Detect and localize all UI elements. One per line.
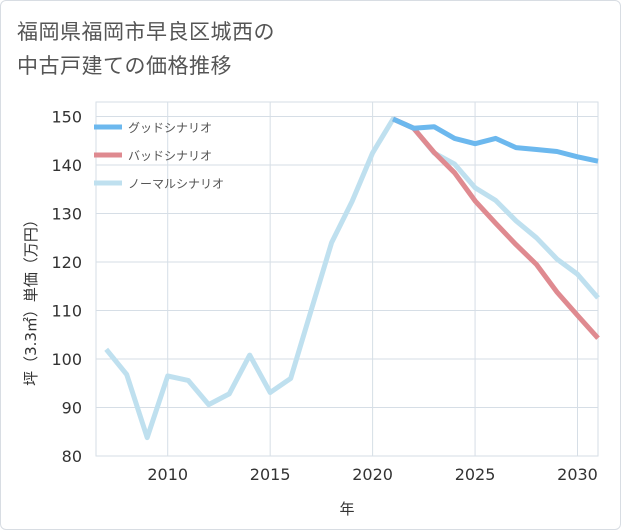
x-tick-label-2010: 2010: [147, 465, 188, 484]
legend-label-2: ノーマルシナリオ: [128, 177, 224, 191]
x-tick-label-2025: 2025: [455, 465, 496, 484]
legend-label-0: グッドシナリオ: [128, 121, 212, 135]
x-tick-label-2015: 2015: [250, 465, 291, 484]
x-tick-label-2020: 2020: [352, 465, 393, 484]
chart-title-line-1: 福岡県福岡市早良区城西の: [17, 20, 275, 44]
y-tick-label-100: 100: [51, 350, 82, 369]
series-line-1: [392, 116, 600, 340]
chart-title: 福岡県福岡市早良区城西の 中古戸建ての価格推移: [17, 15, 275, 83]
legend-label-1: バッドシナリオ: [128, 149, 212, 163]
y-tick-label-120: 120: [51, 253, 82, 272]
y-tick-label-110: 110: [51, 302, 82, 321]
y-tick-label-80: 80: [62, 447, 82, 466]
series-line-0: [392, 116, 599, 164]
x-tick-label-2030: 2030: [557, 465, 598, 484]
x-axis-title: 年: [339, 500, 354, 518]
y-tick-label-140: 140: [51, 156, 82, 175]
y-tick-label-150: 150: [51, 108, 82, 127]
series-line-2: [104, 116, 600, 441]
y-axis-title: 坪（3.3㎡）単価（万円）: [22, 212, 40, 386]
y-tick-label-130: 130: [51, 205, 82, 224]
chart-title-line-2: 中古戸建ての価格推移: [17, 54, 232, 78]
y-tick-label-90: 90: [62, 399, 82, 418]
